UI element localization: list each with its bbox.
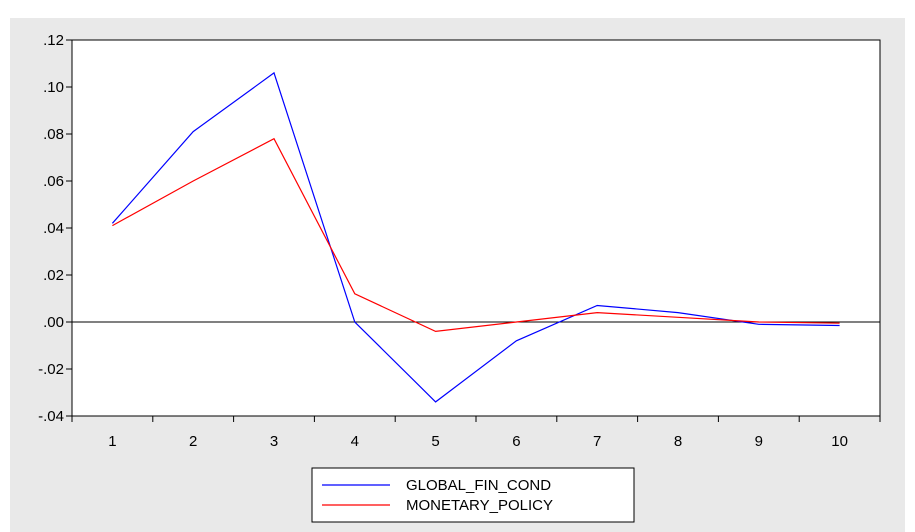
y-tick-label: -.04 bbox=[38, 408, 64, 425]
x-tick-label: 4 bbox=[351, 433, 359, 450]
series-layer bbox=[111, 71, 840, 403]
x-tick-label: 1 bbox=[108, 433, 116, 450]
y-tick-label: .06 bbox=[43, 173, 64, 190]
y-tick-label: .08 bbox=[43, 126, 64, 143]
y-tick-label: .04 bbox=[43, 220, 64, 237]
y-tick-label: .00 bbox=[43, 314, 64, 331]
y-tick-label: .10 bbox=[43, 79, 64, 96]
y-tick-label: -.02 bbox=[38, 361, 64, 378]
chart-frame: .12 .10 .08 .06 .04 .02 .00 -.02 -.04 1 2 3 4 5 6 7 8 9 10… bbox=[10, 18, 905, 532]
legend-box bbox=[311, 467, 635, 523]
legend: GLOBAL_FIN_COND MONETARY_POLICY bbox=[311, 467, 635, 523]
axes: .12 .10 .08 .06 .04 .02 .00 -.02 -.04 1 2 3 4 5 6 7 8 9 10 bbox=[38, 32, 881, 450]
y-tick-label: .02 bbox=[43, 267, 64, 284]
y-tick-label: .12 bbox=[43, 32, 64, 49]
line-chart: .12 .10 .08 .06 .04 .02 .00 -.02 -.04 1 2 3 4 5 6 7 8 9 10… bbox=[38, 32, 881, 523]
legend-label: MONETARY_POLICY bbox=[406, 497, 553, 514]
plot-area bbox=[72, 40, 880, 416]
x-tick-label: 8 bbox=[674, 433, 682, 450]
x-tick-label: 7 bbox=[593, 433, 601, 450]
x-tick-label: 3 bbox=[270, 433, 278, 450]
series-line-global-fin-cond bbox=[111, 71, 840, 403]
x-tick-label: 5 bbox=[431, 433, 439, 450]
x-tick-label: 2 bbox=[189, 433, 197, 450]
legend-label: GLOBAL_FIN_COND bbox=[406, 477, 551, 494]
x-tick-label: 9 bbox=[755, 433, 763, 450]
series-line-monetary-policy bbox=[112, 137, 840, 333]
x-tick-label: 6 bbox=[512, 433, 520, 450]
x-tick-label: 10 bbox=[831, 433, 848, 450]
